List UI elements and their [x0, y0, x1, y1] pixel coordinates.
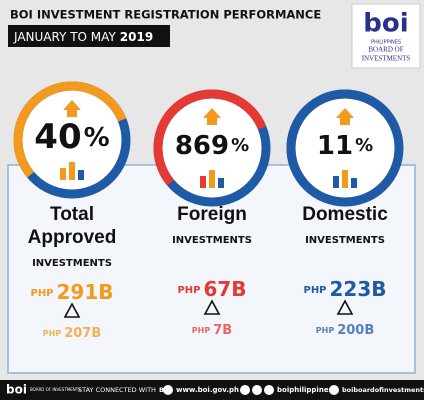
- previous-currency: PHP: [192, 326, 211, 335]
- current-currency: PHP: [177, 285, 200, 296]
- current-value: 67B: [203, 277, 246, 301]
- previous-value: 7B: [213, 323, 232, 338]
- growth-value: 11: [317, 131, 353, 161]
- icon-bar: [209, 170, 215, 188]
- period-banner: [8, 25, 170, 47]
- current-currency: PHP: [303, 285, 326, 296]
- previous-currency: PHP: [43, 329, 62, 338]
- card-name: Approved: [28, 227, 117, 248]
- twitter-icon: [252, 385, 262, 395]
- growth-unit: %: [84, 123, 110, 153]
- current-value: 223B: [330, 277, 387, 301]
- growth-value: 40: [34, 117, 81, 157]
- current: PHP 67B: [177, 277, 246, 301]
- footer-bar: [0, 380, 424, 400]
- previous: PHP 200B: [316, 323, 374, 338]
- previous-value: 200B: [337, 323, 374, 338]
- period-text: JANUARY TO MAY: [13, 30, 116, 44]
- logo-box: [351, 3, 421, 69]
- icon-bar: [351, 178, 357, 188]
- previous-value: 207B: [64, 326, 101, 341]
- growth-unit: %: [355, 135, 373, 156]
- logo-line1: BOARD OF: [368, 46, 403, 54]
- icon-bar: [78, 170, 84, 180]
- growth: 11%: [317, 131, 373, 161]
- current: PHP 291B: [30, 280, 113, 304]
- growth-unit: %: [231, 135, 249, 156]
- footer-website: www.boi.gov.ph: [176, 386, 239, 394]
- logo-mark: boi: [363, 9, 408, 39]
- footer-social1: boiphilippines: [277, 386, 333, 394]
- previous: PHP 7B: [192, 323, 232, 338]
- card-label: INVESTMENTS: [172, 235, 252, 246]
- up-arrow: [336, 108, 354, 125]
- up-arrow: [203, 108, 221, 125]
- previous: PHP 207B: [43, 326, 101, 341]
- growth-value: 869: [175, 131, 229, 161]
- ring-accent: [153, 89, 271, 207]
- card-name: Domestic: [302, 204, 388, 225]
- footer-mark: boi: [6, 383, 27, 397]
- card-name: Foreign: [177, 204, 247, 225]
- logo-line2: INVESTMENTS: [362, 55, 411, 63]
- instagram-icon: [264, 385, 274, 395]
- current-currency: PHP: [30, 288, 53, 299]
- growth: 40%: [34, 117, 109, 157]
- linkedin-icon: [329, 385, 339, 395]
- growth: 869%: [175, 131, 249, 161]
- ring-accent: [286, 89, 404, 207]
- period-year: 2019: [120, 30, 153, 44]
- delta: [63, 302, 81, 318]
- icon-bar: [333, 176, 339, 188]
- card-label: INVESTMENTS: [32, 258, 112, 269]
- previous-currency: PHP: [316, 326, 335, 335]
- facebook-icon: [240, 385, 250, 395]
- logo-country: PHILIPPINES: [371, 40, 401, 46]
- icon-bar: [342, 170, 348, 188]
- footer-org: BOARD OF INVESTMENTS: [30, 387, 81, 392]
- icon-bar: [200, 176, 206, 188]
- icon-bar: [218, 178, 224, 188]
- title: BOI INVESTMENT REGISTRATION PERFORMANCE: [10, 8, 321, 22]
- web-icon: [163, 385, 173, 395]
- period: JANUARY TO MAY 2019: [13, 30, 153, 44]
- icon-bar: [69, 162, 75, 180]
- delta: [203, 299, 221, 315]
- icon-bar: [60, 168, 66, 180]
- ring-accent: [13, 81, 131, 199]
- delta: [336, 299, 354, 315]
- connect-text: STAY CONNECTED WITH: [78, 386, 156, 394]
- up-arrow: [63, 100, 81, 117]
- current: PHP 223B: [303, 277, 386, 301]
- card-name: Total: [50, 204, 94, 225]
- current-value: 291B: [57, 280, 114, 304]
- card-label: INVESTMENTS: [305, 235, 385, 246]
- footer-social2: boiboardofinvestments: [342, 386, 424, 394]
